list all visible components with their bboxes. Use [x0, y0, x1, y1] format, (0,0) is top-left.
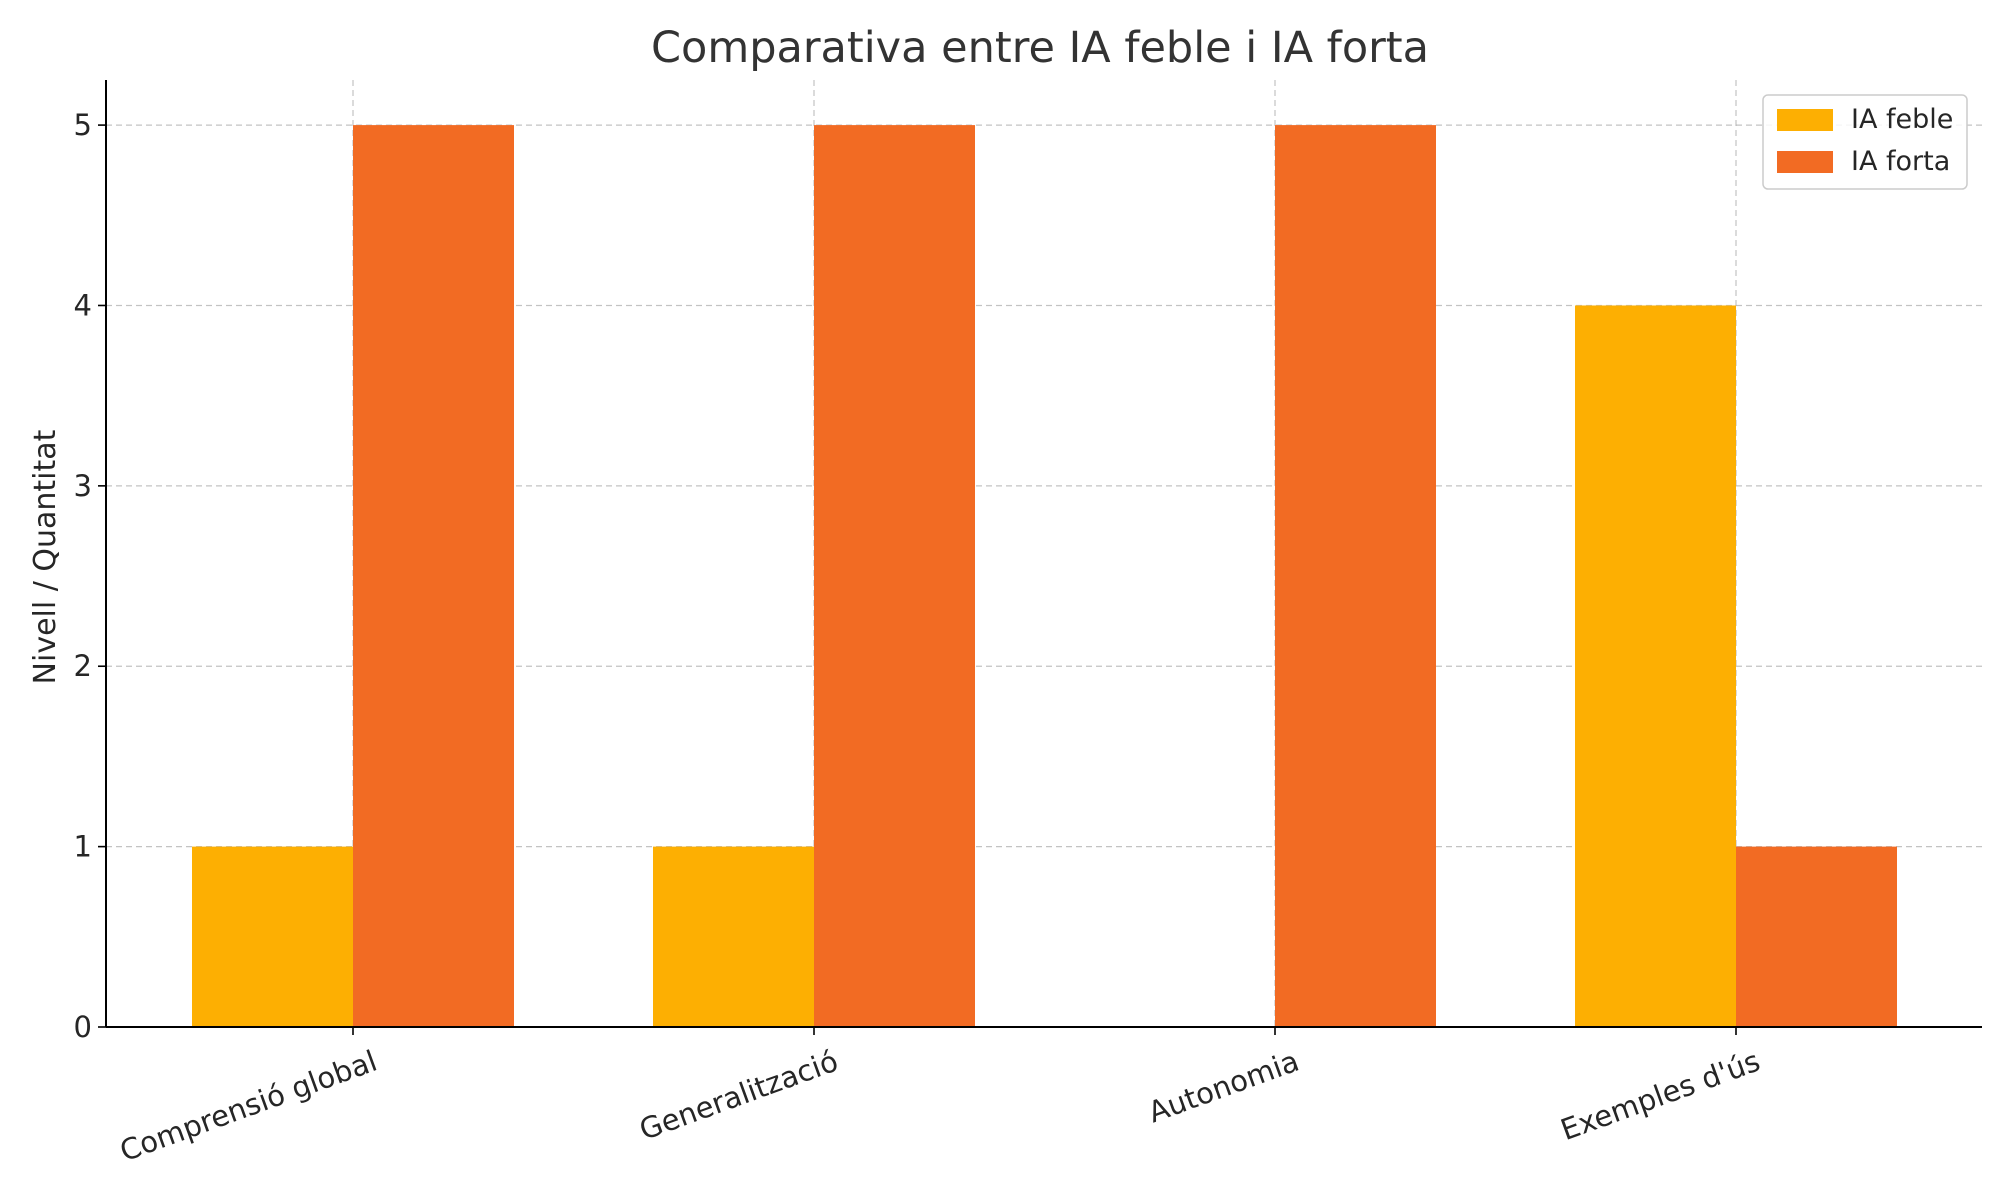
bar-ia-forta — [814, 125, 975, 1028]
legend-swatch — [1777, 109, 1833, 131]
chart-title: Comparativa entre IA feble i IA forta — [651, 23, 1429, 73]
bar-ia-feble — [192, 846, 353, 1027]
bar-ia-forta — [1736, 846, 1897, 1027]
y-tick-label: 0 — [74, 1010, 92, 1044]
legend-label: IA feble — [1851, 104, 1953, 135]
y-tick-label: 3 — [74, 469, 92, 503]
legend-swatch — [1777, 151, 1833, 173]
y-tick-label: 5 — [74, 108, 92, 142]
bar-ia-forta — [1275, 125, 1436, 1028]
bar-ia-forta — [353, 125, 514, 1028]
y-axis-label: Nivell / Quantitat — [28, 429, 63, 684]
y-tick-label: 1 — [74, 830, 92, 864]
legend: IA feble IA forta — [1762, 94, 1968, 190]
y-tick-label: 2 — [74, 649, 92, 683]
x-tick-label: Generalització — [635, 1044, 843, 1147]
y-tick-label: 4 — [74, 288, 92, 322]
bar-ia-feble — [653, 846, 814, 1027]
x-tick-label: Comprensió global — [115, 1044, 381, 1169]
x-tick-label: Exemples d'ús — [1556, 1044, 1764, 1148]
legend-label: IA forta — [1851, 146, 1950, 177]
x-tick-label: Autonomia — [1144, 1044, 1304, 1130]
bars-layer — [192, 125, 1897, 1028]
bar-ia-feble — [1575, 305, 1736, 1027]
